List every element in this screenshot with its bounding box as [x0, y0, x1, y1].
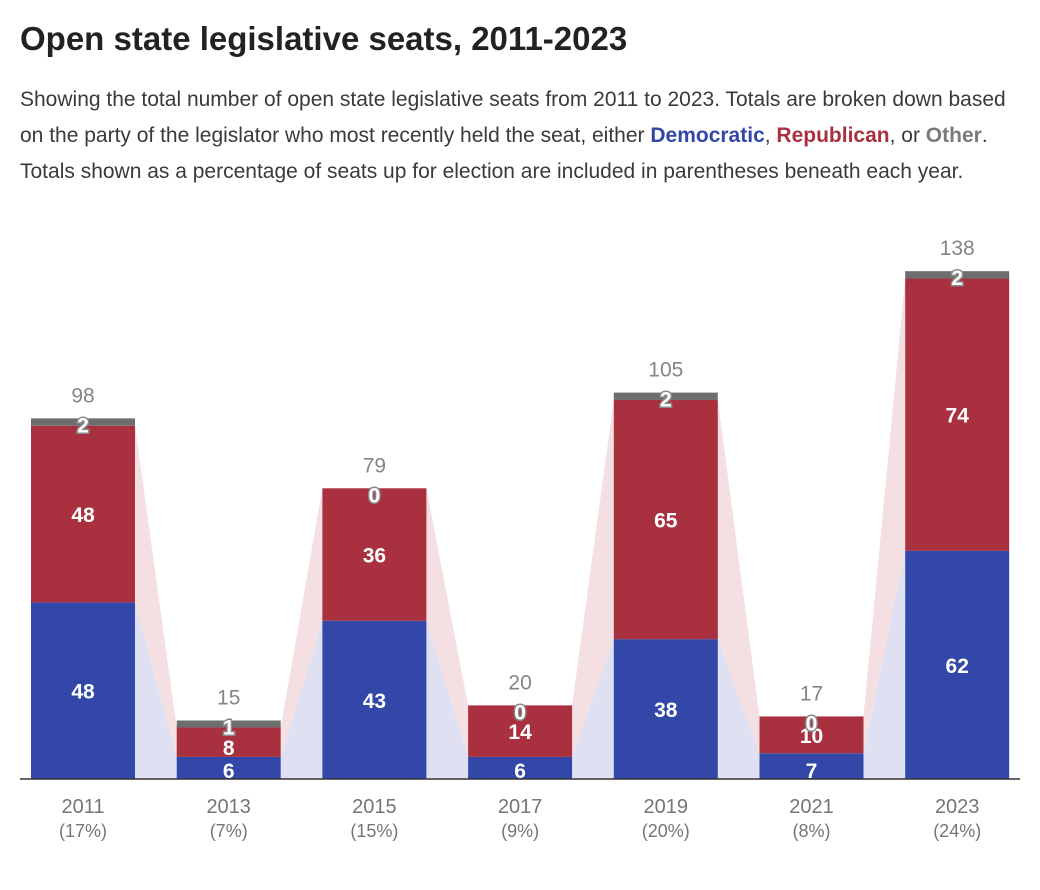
republican-value-label: 14	[508, 721, 532, 744]
republican-bar	[759, 716, 864, 754]
democratic-bar	[31, 602, 135, 779]
other-value-label: 2	[77, 414, 89, 437]
democratic-value-label: 38	[654, 699, 678, 722]
democratic-keyword: Democratic	[650, 124, 765, 147]
republican-connector-band	[280, 488, 323, 757]
republican-value-label: 36	[363, 545, 386, 568]
percent-tick-label: (24%)	[933, 821, 981, 841]
subtitle-sep-2: , or	[889, 124, 926, 147]
total-value-label: 98	[71, 384, 94, 407]
democratic-bar	[176, 756, 281, 779]
connector-bands	[135, 278, 906, 779]
percent-tick-label: (7%)	[210, 821, 248, 841]
year-tick-label: 2021	[789, 796, 834, 818]
year-tick-label: 2019	[644, 796, 689, 818]
republican-connector-band	[135, 425, 177, 757]
republican-connector-band	[572, 399, 614, 757]
democratic-bar	[905, 550, 1010, 779]
democratic-connector-band	[717, 639, 760, 779]
republican-bar	[468, 705, 573, 757]
republican-bar	[176, 727, 281, 757]
page-title: Open state legislative seats, 2011-2023	[20, 20, 628, 57]
year-tick-label: 2017	[498, 796, 543, 818]
democratic-value-label: 6	[514, 760, 526, 783]
republican-bar	[322, 488, 427, 621]
other-bar	[176, 720, 281, 728]
democratic-connector-band	[135, 602, 177, 779]
year-tick-label: 2011	[61, 796, 104, 818]
republican-value-label: 48	[71, 504, 95, 527]
republican-value-label: 8	[223, 737, 235, 760]
percent-tick-label: (17%)	[59, 821, 107, 841]
total-value-label: 79	[363, 454, 386, 477]
democratic-bar	[468, 756, 573, 779]
democratic-bar	[759, 753, 864, 779]
republican-bar	[31, 425, 135, 603]
republican-value-label: 65	[654, 510, 678, 533]
republican-value-label: 74	[946, 405, 970, 428]
republican-value-label: 10	[800, 725, 823, 748]
percent-tick-label: (8%)	[792, 821, 830, 841]
year-tick-label: 2015	[352, 796, 397, 818]
other-value-label: 1	[223, 716, 235, 739]
subtitle-sep-1: ,	[764, 124, 777, 147]
other-value-label: 0	[806, 712, 818, 735]
total-value-label: 138	[940, 237, 975, 260]
republican-bar	[905, 278, 1010, 551]
democratic-value-label: 43	[363, 690, 386, 713]
other-value-label: 2	[660, 389, 672, 412]
democratic-value-label: 7	[806, 760, 818, 783]
other-bar	[613, 392, 718, 400]
republican-bar	[613, 399, 718, 640]
other-value-label: 0	[369, 484, 381, 507]
total-value-label: 20	[508, 671, 531, 694]
total-value-label: 15	[217, 686, 240, 709]
republican-connector-band	[717, 399, 760, 754]
democratic-connector-band	[572, 639, 614, 779]
democratic-bar	[322, 620, 427, 779]
total-value-label: 17	[800, 682, 823, 705]
year-tick-label: 2023	[935, 796, 980, 818]
other-bar	[31, 418, 135, 426]
democratic-connector-band	[863, 550, 906, 779]
year-tick-label: 2013	[206, 796, 251, 818]
democratic-connector-band	[426, 620, 469, 779]
democratic-value-label: 6	[223, 760, 235, 783]
other-value-label: 2	[951, 267, 963, 290]
other-keyword: Other	[925, 124, 982, 147]
percent-tick-label: (20%)	[642, 821, 690, 841]
other-bar	[905, 271, 1010, 279]
subtitle-text-2: . Totals shown as a percentage of seats …	[20, 124, 988, 183]
other-value-label: 0	[514, 701, 526, 724]
percent-tick-label: (15%)	[350, 821, 398, 841]
subtitle-text-1: Showing the total number of open state l…	[20, 88, 1006, 147]
bar-stacks	[31, 271, 1010, 779]
total-value-label: 105	[648, 359, 683, 382]
democratic-bar	[613, 639, 718, 779]
democratic-connector-band	[280, 620, 323, 779]
democratic-value-label: 62	[946, 655, 969, 678]
x-axis-labels: 2011 (17%) 2013 (7%) 2015 (15%) 2017 (9%) 2019 (2…	[59, 796, 981, 841]
republican-connector-band	[426, 488, 469, 757]
republican-connector-band	[863, 278, 906, 754]
democratic-value-label: 48	[71, 681, 95, 704]
percent-tick-label: (9%)	[501, 821, 539, 841]
chart-subtitle: Showing the total number of open state l…	[20, 82, 1025, 190]
republican-keyword: Republican	[776, 124, 890, 147]
